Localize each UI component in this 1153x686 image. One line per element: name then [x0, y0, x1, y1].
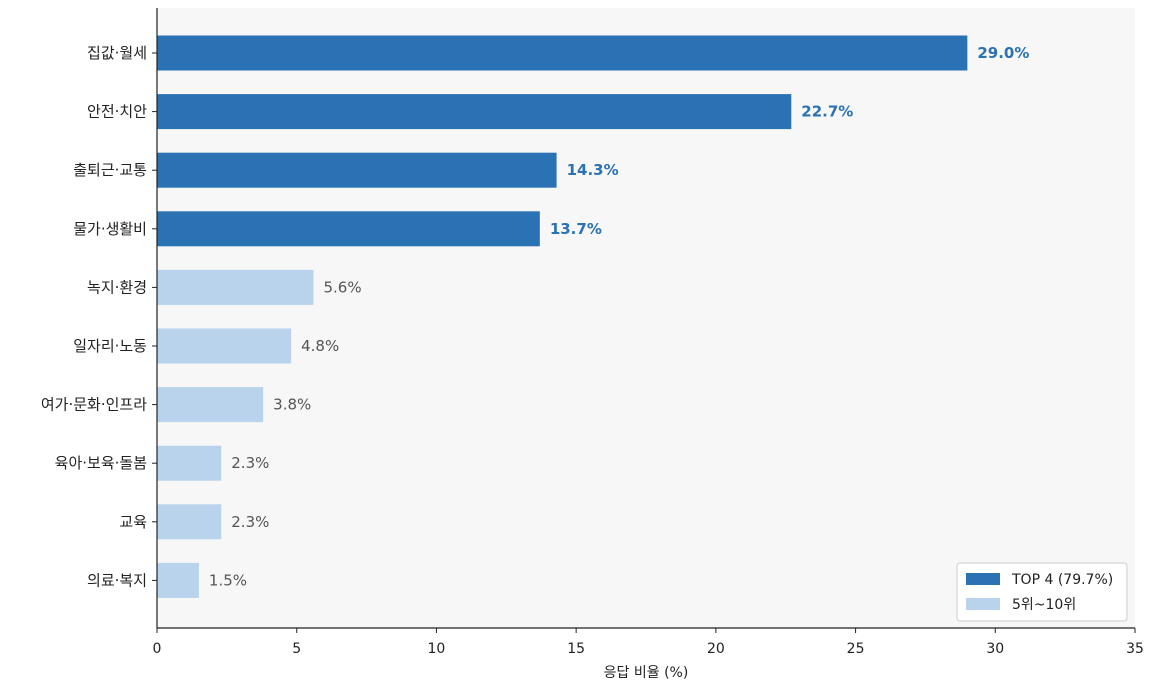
- category-label-9: 의료·복지: [87, 571, 147, 589]
- bar-6: [157, 387, 264, 423]
- value-label-6: 3.8%: [273, 396, 311, 414]
- x-tick-label-3: 15: [567, 641, 585, 657]
- axes-group: 0 5 10 15 20 25 30 35: [152, 8, 1144, 657]
- legend-swatch-rest: [966, 598, 1000, 610]
- category-label-5: 일자리·노동: [73, 337, 147, 355]
- category-labels-group: 집값·월세안전·치안출퇴근·교통물가·생활비녹지·환경일자리·노동여가·문화·인…: [41, 44, 147, 589]
- bar-7: [157, 445, 222, 481]
- category-label-4: 녹지·환경: [87, 278, 147, 296]
- bar-8: [157, 504, 222, 540]
- value-label-9: 1.5%: [209, 571, 247, 589]
- category-label-3: 물가·생활비: [73, 220, 147, 238]
- category-label-8: 교육: [119, 513, 147, 531]
- bar-3: [157, 211, 540, 247]
- value-label-4: 5.6%: [323, 278, 361, 296]
- bar-9: [157, 562, 199, 598]
- legend-swatch-top4: [966, 573, 1000, 585]
- x-tick-label-5: 25: [847, 641, 865, 657]
- category-label-6: 여가·문화·인프라: [41, 396, 147, 414]
- value-label-0: 29.0%: [977, 44, 1029, 62]
- value-label-7: 2.3%: [231, 454, 269, 472]
- value-label-2: 14.3%: [567, 161, 619, 179]
- category-label-7: 육아·보육·돌봄: [55, 454, 147, 472]
- bar-1: [157, 94, 792, 130]
- bar-0: [157, 35, 968, 71]
- legend-label-rest: 5위~10위: [1012, 597, 1076, 613]
- value-label-8: 2.3%: [231, 513, 269, 531]
- x-tick-label-0: 0: [153, 641, 162, 657]
- x-tick-label-1: 5: [292, 641, 301, 657]
- category-label-2: 출퇴근·교통: [73, 161, 147, 179]
- bar-4: [157, 269, 314, 305]
- x-tick-label-4: 20: [707, 641, 725, 657]
- category-label-0: 집값·월세: [87, 44, 147, 62]
- bars-group: [157, 35, 968, 598]
- legend: TOP 4 (79.7%) 5위~10위: [956, 562, 1128, 622]
- bar-2: [157, 152, 557, 188]
- value-label-3: 13.7%: [550, 220, 602, 238]
- value-label-5: 4.8%: [301, 337, 339, 355]
- x-tick-label-7: 35: [1126, 641, 1144, 657]
- bar-5: [157, 328, 292, 364]
- legend-label-top4: TOP 4 (79.7%): [1011, 572, 1113, 588]
- x-tick-label-2: 10: [428, 641, 446, 657]
- x-axis-title: 응답 비율 (%): [604, 665, 689, 681]
- x-tick-label-6: 30: [986, 641, 1004, 657]
- value-labels-group: 29.0% 22.7% 14.3% 13.7% 5.6% 4.8% 3.8% 2.3% 2.3%…: [209, 44, 1029, 589]
- category-label-1: 안전·치안: [87, 103, 147, 121]
- value-label-1: 22.7%: [801, 103, 853, 121]
